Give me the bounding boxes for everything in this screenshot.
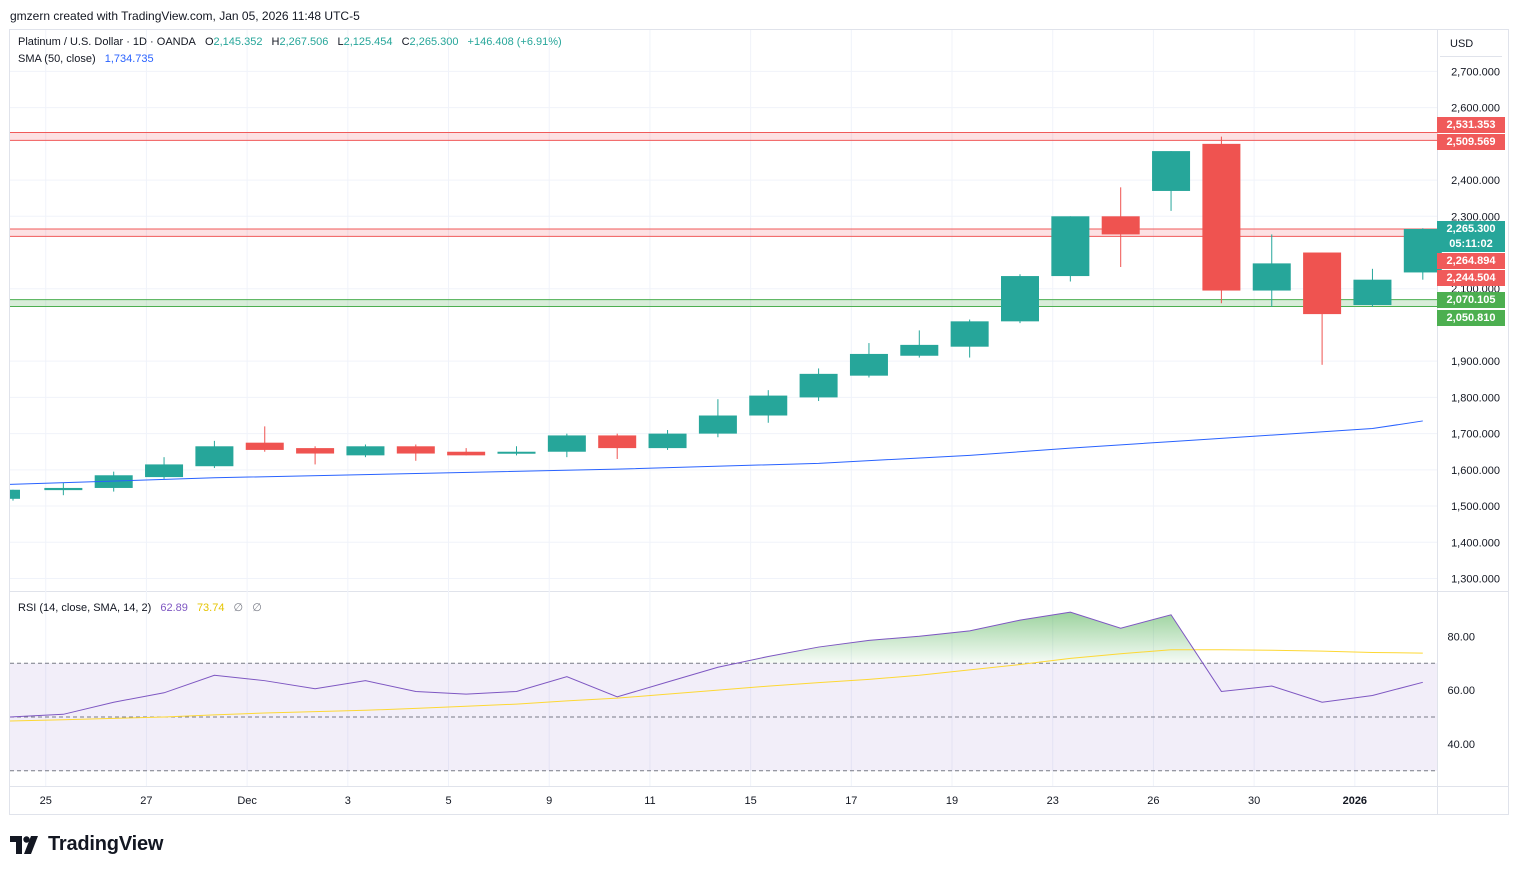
time-tick-label: 2026 xyxy=(1343,795,1367,807)
price-tick-label: 1,600.000 xyxy=(1451,465,1500,477)
candle-body xyxy=(698,415,737,434)
candle-body xyxy=(145,464,184,478)
price-tick-label: 2,400.000 xyxy=(1451,175,1500,187)
price-tick-label: 2,700.000 xyxy=(1451,66,1500,78)
candle-body xyxy=(296,448,335,454)
sma-legend: SMA (50, close) 1,734.735 xyxy=(18,53,160,65)
time-tick-label: Dec xyxy=(237,795,257,807)
time-tick-label: 5 xyxy=(445,795,451,807)
price-tag-support-high: 2,070.105 xyxy=(1437,292,1505,308)
time-tick-label: 30 xyxy=(1248,795,1260,807)
currency-selector[interactable]: USD xyxy=(1440,31,1502,57)
price-tick-label: 1,700.000 xyxy=(1451,429,1500,441)
candle-body xyxy=(1303,252,1342,315)
rsi-band-fill xyxy=(10,663,1437,771)
candle-body xyxy=(94,475,133,488)
candle-body xyxy=(497,451,536,454)
rsi-sma-line xyxy=(9,649,1423,722)
price-tag-resistance-low: 2,509.569 xyxy=(1437,134,1505,150)
candle-body xyxy=(245,442,284,450)
candle-body xyxy=(1252,263,1291,291)
change-value: +146.408 (+6.91%) xyxy=(467,36,562,48)
price-tag-support-low: 2,050.810 xyxy=(1437,310,1505,326)
chart-frame xyxy=(9,29,1509,815)
candle-body xyxy=(849,353,888,376)
price-tag-band-low: 2,244.504 xyxy=(1437,270,1505,286)
sma-value: 1,734.735 xyxy=(104,53,154,65)
price-tick-label: 1,300.000 xyxy=(1451,574,1500,586)
rsi-overbought-fill xyxy=(736,612,1203,664)
time-tick-label: 26 xyxy=(1147,795,1159,807)
time-tick-label: 3 xyxy=(345,795,351,807)
candle-body xyxy=(1202,143,1241,291)
rsi-label: RSI (14, close, SMA, 14, 2) xyxy=(18,602,152,614)
price-tick-label: 2,300.000 xyxy=(1451,211,1500,223)
time-tick-label: 11 xyxy=(644,795,655,807)
time-tick-label: 23 xyxy=(1047,795,1059,807)
candle-body xyxy=(10,489,20,499)
rsi-extra-1: ∅ xyxy=(233,602,244,614)
rsi-extra-2: ∅ xyxy=(252,602,262,614)
candle-body xyxy=(1101,216,1140,235)
time-tick-label: 15 xyxy=(745,795,757,807)
price-tag-resistance-high: 2,531.353 xyxy=(1437,117,1505,133)
candle-body xyxy=(1403,228,1442,273)
zone-band-resistance xyxy=(10,229,1437,237)
candle-body xyxy=(1353,279,1392,306)
candle-body xyxy=(598,435,637,449)
price-tag-countdown: 05:11:02 xyxy=(1437,236,1505,252)
price-tick-label: 1,800.000 xyxy=(1451,392,1500,404)
candle-body xyxy=(346,446,385,456)
tradingview-logo[interactable]: TradingView xyxy=(10,833,163,856)
candle-body xyxy=(799,373,838,398)
candle-body xyxy=(447,451,486,456)
ohlc-low: L2,125.454 xyxy=(337,36,393,48)
zone-band-support xyxy=(10,299,1437,307)
price-tick-label: 2,600.000 xyxy=(1451,103,1500,115)
time-tick-label: 9 xyxy=(546,795,552,807)
time-tick-label: 27 xyxy=(140,795,152,807)
ohlc-open: O2,145.352 xyxy=(204,36,263,48)
symbol-label: Platinum / U.S. Dollar · 1D · OANDA xyxy=(18,36,196,48)
time-tick-label: 25 xyxy=(40,795,52,807)
candle-body xyxy=(648,433,687,449)
chart-credit: gmzern created with TradingView.com, Jan… xyxy=(10,9,360,23)
candle-body xyxy=(44,487,83,491)
price-tag-band-high: 2,264.894 xyxy=(1437,253,1505,269)
price-tick-label: 1,900.000 xyxy=(1451,356,1500,368)
rsi-tick-label: 60.00 xyxy=(1447,685,1475,697)
price-tick-label: 1,400.000 xyxy=(1451,537,1500,549)
ohlc-high: H2,267.506 xyxy=(271,36,329,48)
sma-50-line xyxy=(9,420,1423,485)
rsi-line xyxy=(9,611,1423,718)
candle-body xyxy=(195,446,234,467)
price-tick-label: 1,500.000 xyxy=(1451,501,1500,513)
ohlc-close: C2,265.300 xyxy=(401,36,459,48)
tradingview-logo-icon xyxy=(10,835,38,854)
candle-body xyxy=(547,435,586,452)
candle-body xyxy=(1152,151,1191,191)
zone-band-resistance xyxy=(10,132,1437,141)
candle-body xyxy=(900,344,939,356)
candle-body xyxy=(1051,216,1090,277)
rsi-value: 62.89 xyxy=(160,602,188,614)
rsi-tick-label: 80.00 xyxy=(1447,631,1475,643)
rsi-legend: RSI (14, close, SMA, 14, 2) 62.89 73.74 … xyxy=(18,601,268,614)
main-legend: Platinum / U.S. Dollar · 1D · OANDA O2,1… xyxy=(18,36,568,48)
time-tick-label: 17 xyxy=(845,795,857,807)
rsi-sma-value: 73.74 xyxy=(196,602,225,614)
time-tick-label: 19 xyxy=(946,795,958,807)
candle-body xyxy=(396,446,435,454)
price-tag-last: 2,265.300 xyxy=(1437,221,1505,237)
candle-body xyxy=(749,395,788,416)
sma-label: SMA (50, close) xyxy=(18,53,96,65)
candle-body xyxy=(1001,276,1039,322)
rsi-tick-label: 40.00 xyxy=(1447,739,1475,751)
tradingview-logo-text: TradingView xyxy=(48,833,164,855)
candle-body xyxy=(950,321,989,347)
